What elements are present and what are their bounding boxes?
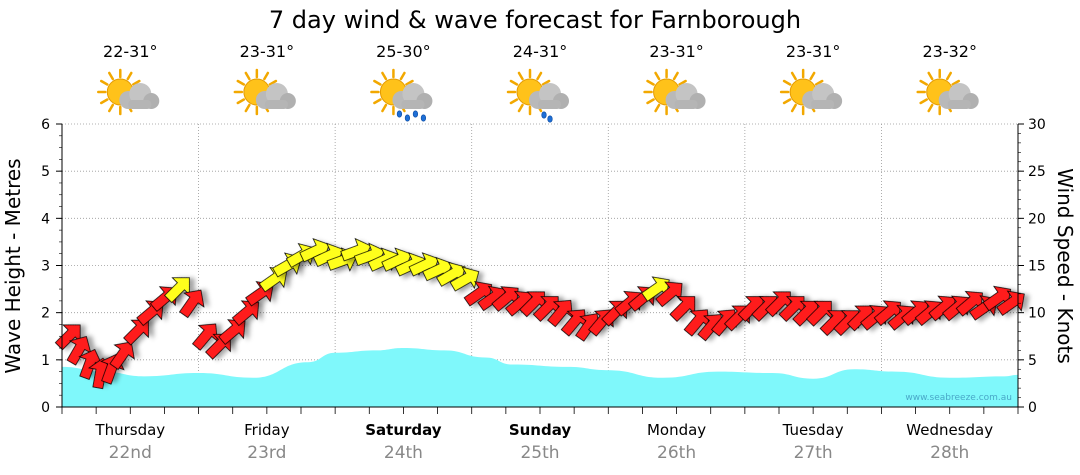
- wind-arrow: [873, 300, 901, 327]
- watermark: www.seabreeze.com.au: [905, 393, 1012, 403]
- day-name-label: Monday: [647, 421, 706, 439]
- right-axis-tick-label: 5: [1028, 353, 1037, 369]
- wind-arrow: [179, 289, 205, 319]
- day-name-label: Saturday: [365, 421, 442, 439]
- day-date-label: 23rd: [247, 443, 286, 463]
- sun-cloud-rain-icon: [370, 68, 433, 122]
- sun-cloud-icon: [233, 68, 296, 116]
- rain-drop: [420, 114, 427, 122]
- chart-axes: 0 1 2 3 4 5 6 0 5 10 15 20 25 30: [41, 117, 1046, 416]
- day-date-label: 26th: [657, 443, 696, 463]
- wave-layer: [62, 348, 1018, 407]
- sun-cloud-icon: [643, 68, 706, 116]
- wind-arrow: [218, 319, 246, 345]
- day-name-label: Thursday: [94, 421, 165, 439]
- chart-title: 7 day wind & wave forecast for Farnborou…: [269, 6, 801, 34]
- day-labels: Thursday 22nd Friday 23rd Saturday 24th Sunday…: [94, 421, 993, 463]
- left-axis-tick-label: 3: [41, 259, 50, 275]
- wind-layer: [54, 237, 1025, 390]
- wind-arrow: [123, 319, 149, 346]
- wind-arrow: [491, 286, 519, 312]
- left-axis-tick-label: 4: [41, 211, 50, 227]
- temperature-range: 24-31°: [513, 42, 568, 61]
- temperature-range: 23-32°: [922, 42, 977, 61]
- left-axis-title: Wave Height - Metres: [1, 158, 25, 373]
- rain-drop: [547, 115, 553, 123]
- right-axis-tick-label: 20: [1028, 211, 1046, 227]
- weather-row: 22-31° 23-31° 25-30° 24-31° 23-31° 23-31° 23-3…: [97, 42, 979, 123]
- day-date-label: 24th: [384, 443, 423, 463]
- wind-arrow: [463, 281, 493, 307]
- right-axis-tick-label: 15: [1028, 259, 1046, 275]
- wind-arrow: [449, 266, 480, 292]
- day-date-label: 25th: [520, 443, 559, 463]
- left-axis-tick-label: 6: [41, 117, 50, 133]
- day-name-label: Sunday: [509, 421, 572, 439]
- wind-arrow: [655, 281, 683, 308]
- temperature-range: 25-30°: [376, 42, 431, 61]
- wind-arrow: [231, 300, 260, 327]
- wind-arrow: [109, 341, 135, 371]
- day-name-label: Wednesday: [906, 421, 993, 439]
- day-name-label: Friday: [244, 421, 290, 439]
- right-axis-title: Wind Speed - Knots: [1053, 168, 1077, 364]
- wind-arrow: [547, 299, 573, 328]
- right-axis-tick-label: 10: [1028, 306, 1046, 322]
- wind-arrow: [164, 277, 190, 304]
- wind-arrow: [982, 285, 1012, 312]
- chart-grid: [62, 123, 1018, 407]
- day-date-label: 22nd: [109, 443, 152, 463]
- right-axis-tick-label: 0: [1028, 400, 1037, 416]
- temperature-range: 23-31°: [240, 42, 295, 61]
- wind-arrow: [805, 300, 832, 327]
- wind-arrow: [996, 290, 1025, 316]
- left-axis-tick-label: 2: [41, 306, 50, 322]
- wind-arrow: [66, 336, 92, 366]
- day-name-label: Tuesday: [782, 421, 844, 439]
- rain-drop: [404, 114, 411, 122]
- day-date-label: 28th: [930, 443, 969, 463]
- left-axis-tick-label: 0: [41, 400, 50, 416]
- temperature-range: 23-31°: [786, 42, 841, 61]
- sun-cloud-icon: [97, 68, 160, 116]
- temperature-range: 23-31°: [649, 42, 704, 61]
- temperature-range: 22-31°: [103, 42, 158, 61]
- sun-cloud-light-rain-icon: [506, 68, 569, 123]
- right-axis-tick-label: 25: [1028, 164, 1046, 180]
- wind-arrow: [669, 296, 696, 322]
- wind-arrow: [192, 323, 218, 351]
- left-axis-tick-label: 1: [41, 353, 50, 369]
- sun-cloud-icon: [779, 68, 843, 116]
- wind-arrow: [955, 290, 983, 317]
- right-axis-tick-label: 30: [1028, 117, 1046, 133]
- left-axis-tick-label: 5: [41, 164, 50, 180]
- wave-height-area: [62, 348, 1018, 407]
- rain-drop: [541, 111, 547, 119]
- rain-drop: [396, 110, 403, 118]
- sun-cloud-icon: [916, 68, 979, 116]
- day-date-label: 27th: [794, 443, 833, 463]
- wind-arrow: [641, 276, 670, 302]
- rain-drop: [412, 110, 419, 118]
- wind-arrow: [78, 348, 103, 380]
